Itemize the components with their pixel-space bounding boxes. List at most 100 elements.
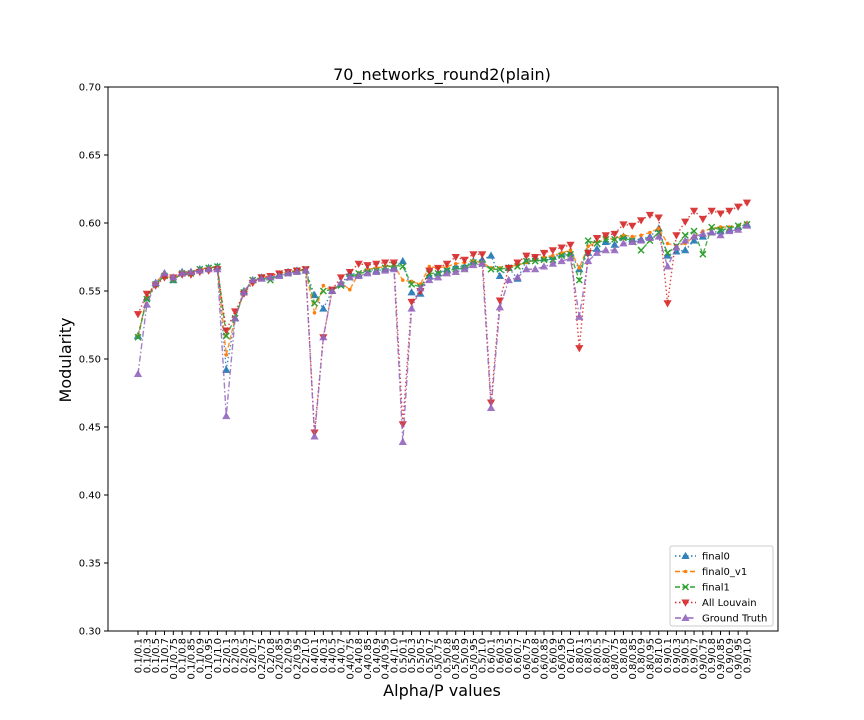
data-point <box>486 403 496 411</box>
y-tick-label: 0.60 <box>79 219 101 230</box>
x-tick-label: 0.8/0.95 <box>645 638 656 680</box>
x-tick-label: 0.8/0.3 <box>584 638 595 673</box>
x-tick-label: 0.5/0.9 <box>460 638 471 673</box>
data-point <box>636 236 646 244</box>
data-point <box>416 284 425 292</box>
data-point <box>151 278 160 286</box>
data-point <box>311 299 319 307</box>
data-point <box>575 312 584 320</box>
x-tick-label: 0.5/0.1 <box>398 638 409 673</box>
data-point <box>551 253 555 258</box>
data-point <box>637 246 645 254</box>
data-point <box>381 259 390 267</box>
x-tick-label: 0.9/0.85 <box>716 638 727 680</box>
x-tick-label: 0.4/0.85 <box>363 638 374 680</box>
x-tick-label: 0.6/0.9 <box>548 638 559 673</box>
x-axis-label: Alpha/P values <box>383 681 501 700</box>
data-point <box>654 214 663 222</box>
data-point <box>742 221 752 229</box>
data-point <box>681 218 690 226</box>
data-point <box>619 221 628 229</box>
x-tick-label: 0.2/0.95 <box>292 638 303 680</box>
data-point <box>186 267 196 275</box>
legend-item: Ground Truth <box>675 614 767 625</box>
data-point <box>292 267 301 275</box>
plot-area: 0.30 0.35 0.40 0.45 0.50 0.55 0.60 0.65 0.70 0.1/… <box>79 83 779 680</box>
x-tick-label: 0.4/0.9 <box>372 638 383 673</box>
y-tick-label: 0.65 <box>79 151 101 162</box>
data-point <box>372 267 381 275</box>
y-tick-label: 0.30 <box>79 627 101 638</box>
data-point <box>630 234 635 239</box>
data-point <box>734 203 743 211</box>
data-point <box>345 273 354 281</box>
x-tick-label: 0.1/0.7 <box>160 638 171 673</box>
data-point <box>656 226 661 231</box>
data-point <box>558 252 566 260</box>
data-point <box>725 207 734 215</box>
data-point <box>195 266 204 274</box>
y-tick-label: 0.45 <box>79 423 101 434</box>
data-point <box>663 300 672 308</box>
data-point <box>717 226 725 234</box>
data-point <box>610 245 619 254</box>
data-point <box>328 286 337 295</box>
x-tick-label: 0.5/0.95 <box>469 638 480 680</box>
data-point <box>504 264 513 273</box>
data-point <box>257 274 266 282</box>
data-point <box>584 237 592 245</box>
data-point <box>442 260 452 269</box>
y-tick-label: 0.70 <box>79 83 101 94</box>
x-tick-label: 0.5/1.0 <box>478 638 489 673</box>
data-point <box>407 288 416 296</box>
x-tick-label: 0.1/0.95 <box>204 638 215 680</box>
data-point <box>312 310 317 315</box>
data-point <box>425 275 434 284</box>
data-point <box>451 267 460 275</box>
data-point <box>408 280 416 288</box>
legend-label: All Louvain <box>702 598 757 609</box>
data-point <box>592 234 602 243</box>
data-point <box>734 225 743 233</box>
data-point <box>495 271 504 280</box>
data-point <box>348 287 352 292</box>
data-point <box>407 304 416 312</box>
x-tick-label: 0.5/0.85 <box>451 638 462 680</box>
x-tick-label: 0.2/1.0 <box>301 638 312 673</box>
data-point <box>504 275 513 284</box>
x-tick-label: 0.9/0.8 <box>707 638 718 673</box>
x-tick-label: 0.2/0.85 <box>275 638 286 680</box>
data-point <box>611 235 619 243</box>
data-point <box>204 265 213 273</box>
data-point <box>336 274 346 282</box>
data-point <box>224 353 229 357</box>
data-point <box>283 269 293 277</box>
data-point <box>178 269 187 277</box>
legend-label: final0 <box>702 552 730 563</box>
x-tick-label: 0.2/0.75 <box>257 638 268 680</box>
data-point <box>610 230 619 239</box>
data-point <box>487 265 495 273</box>
legend-item: All Louvain <box>675 598 757 609</box>
data-point <box>389 259 399 267</box>
y-axis-label: Modularity <box>56 318 75 403</box>
x-tick-label: 0.9/0.9 <box>725 638 736 673</box>
x-tick-label: 0.1/0.75 <box>169 638 180 680</box>
data-point <box>672 243 681 251</box>
data-point <box>460 256 469 264</box>
x-tick-label: 0.6/0.3 <box>495 638 506 673</box>
data-point <box>478 259 487 267</box>
legend-box <box>669 545 774 627</box>
x-tick-label: 0.9/0.5 <box>681 638 692 673</box>
data-point <box>407 298 416 307</box>
data-point <box>133 311 143 319</box>
series-line <box>137 201 748 433</box>
data-point <box>601 245 610 254</box>
x-tick-label: 0.6/0.85 <box>540 638 551 680</box>
data-point <box>689 232 699 240</box>
legend-swatch-marker <box>682 583 689 591</box>
series-line <box>137 222 748 356</box>
data-point <box>539 262 549 270</box>
data-point <box>681 236 690 244</box>
x-tick-label: 0.8/0.8 <box>619 638 630 673</box>
